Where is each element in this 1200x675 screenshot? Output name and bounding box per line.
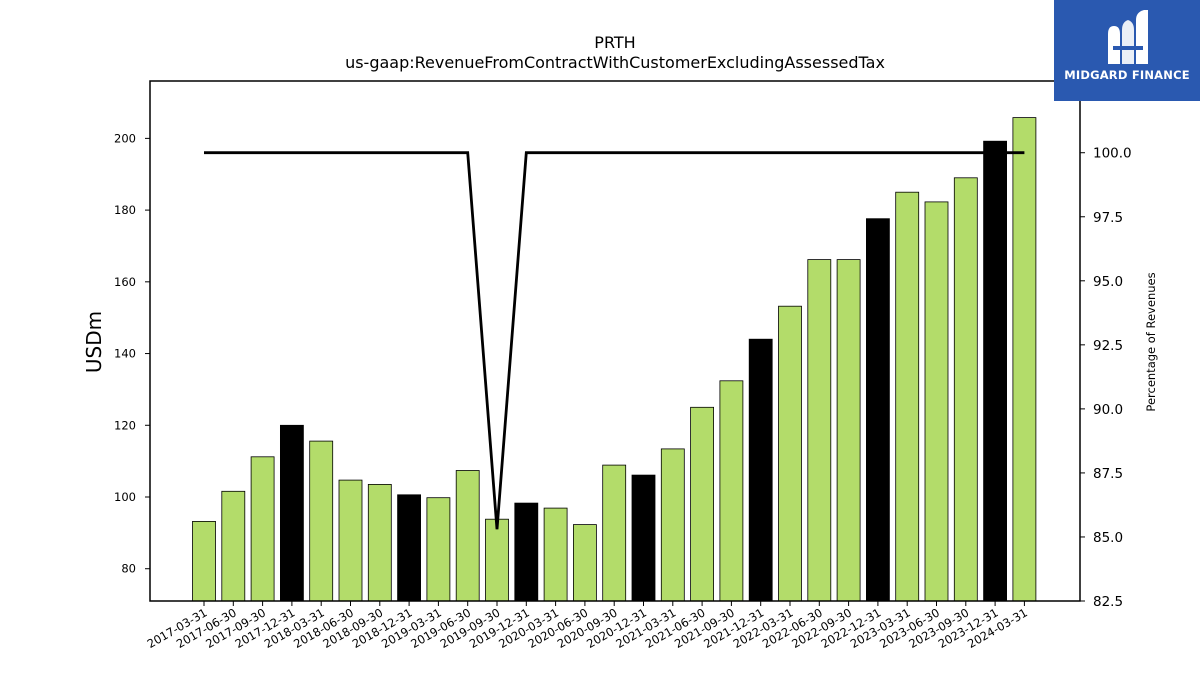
line-group xyxy=(204,151,1025,530)
bar-2017-12-31 xyxy=(279,424,304,602)
bar-2022-12-31 xyxy=(866,218,890,602)
bar-2020-03-31 xyxy=(543,507,568,602)
logo-text: MIDGARD FINANCE xyxy=(1064,68,1190,82)
bar-2019-12-31 xyxy=(514,502,539,602)
bar-2019-09-30 xyxy=(485,518,509,602)
bar-2022-03-31 xyxy=(778,305,802,602)
bar-2023-06-30 xyxy=(924,201,949,602)
bar-2023-12-31 xyxy=(983,140,1007,602)
bar-2023-09-30 xyxy=(953,177,978,602)
bar-2024-03-31 xyxy=(1012,117,1037,602)
bar-2017-09-30 xyxy=(250,456,275,602)
right-tick-label: 97.5 xyxy=(1093,210,1123,226)
bar-2018-03-31 xyxy=(309,440,334,602)
left-tick-label: 140 xyxy=(114,347,136,361)
right-tick-label: 92.5 xyxy=(1093,338,1123,354)
midgard-finance-logo: MIDGARD FINANCE xyxy=(1054,0,1200,101)
bar-2023-03-31 xyxy=(895,191,920,602)
bar-2020-06-30 xyxy=(573,524,597,602)
bar-2021-06-30 xyxy=(690,406,714,602)
right-tick-label: 100.0 xyxy=(1093,146,1132,162)
bar-2017-06-30 xyxy=(221,490,246,602)
bar-2021-03-31 xyxy=(660,448,685,602)
bar-2017-03-31 xyxy=(192,521,216,602)
bar-2021-09-30 xyxy=(719,380,744,602)
right-tick-label: 95.0 xyxy=(1093,274,1123,290)
midgard-logo-icon xyxy=(1108,10,1148,64)
x-axis: 2017-03-312017-06-302017-09-302017-12-31… xyxy=(145,601,1030,651)
bar-2021-12-31 xyxy=(748,338,773,602)
left-tick-label: 80 xyxy=(121,562,136,576)
right-tick-label: 82.5 xyxy=(1093,594,1123,610)
chart-title: PRTH xyxy=(594,33,635,52)
left-tick-label: 180 xyxy=(114,203,136,217)
right-tick-label: 87.5 xyxy=(1093,466,1123,482)
right-axis: 82.5 85.0 87.5 90.0 92.5 95.0 97.5 100.0 xyxy=(1080,146,1132,610)
bar-2018-12-31 xyxy=(397,494,422,602)
bar-2022-09-30 xyxy=(836,259,861,602)
bar-2020-12-31 xyxy=(631,474,656,602)
left-tick-label: 200 xyxy=(114,131,136,145)
bar-group xyxy=(192,117,1037,602)
bar-2019-03-31 xyxy=(426,497,451,602)
bar-2018-06-30 xyxy=(338,479,363,602)
right-tick-label: 85.0 xyxy=(1093,530,1123,546)
y-axis-label-right: Percentage of Revenues xyxy=(1144,272,1158,411)
bar-2022-06-30 xyxy=(807,259,832,602)
bar-2019-06-30 xyxy=(455,470,480,602)
bar-2020-09-30 xyxy=(602,464,627,602)
left-tick-label: 120 xyxy=(114,418,136,432)
left-tick-label: 160 xyxy=(114,275,136,289)
y-axis-label-left: USDm xyxy=(82,311,106,373)
plot-frame xyxy=(149,80,1081,602)
left-axis: 80 100 120 140 160 180 200 xyxy=(114,131,150,576)
chart-subtitle: us-gaap:RevenueFromContractWithCustomerE… xyxy=(345,53,885,72)
left-tick-label: 100 xyxy=(114,490,136,504)
bar-2018-09-30 xyxy=(367,483,392,602)
percentage-line xyxy=(204,151,1025,530)
right-tick-label: 90.0 xyxy=(1093,402,1123,418)
